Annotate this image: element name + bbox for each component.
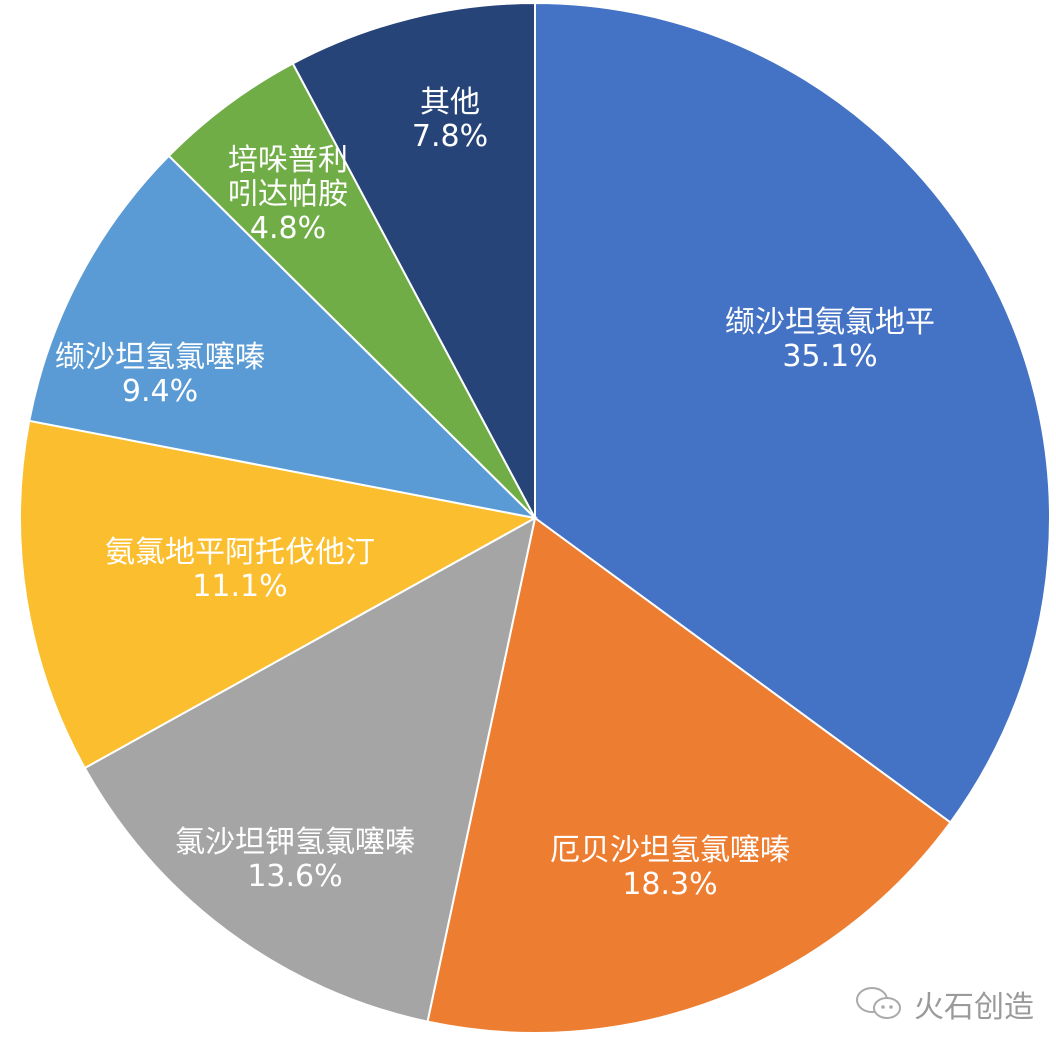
slice-label: 厄贝沙坦氢氯噻嗪 18.3% — [550, 834, 790, 902]
slice-value: 18.3% — [622, 867, 718, 902]
pie-slice — [291, 1, 536, 519]
slice-value: 11.1% — [192, 569, 288, 604]
wechat-icon — [856, 987, 901, 1019]
slice-value: 13.6% — [247, 859, 343, 894]
slice-name: 缬沙坦氨氯地平 — [725, 305, 935, 340]
slice-label: 氨氯地平阿托伐他汀 11.1% — [105, 536, 375, 604]
slice-value: 35.1% — [782, 339, 878, 374]
slice-name: 缬沙坦氢氯噻嗪 — [55, 340, 265, 375]
slice-name: 氯沙坦钾氢氯噻嗪 — [175, 825, 415, 860]
pie-slice — [426, 516, 952, 1034]
slice-name: 厄贝沙坦氢氯噻嗪 — [550, 833, 790, 868]
pie-slice — [83, 516, 537, 1023]
slice-label: 其他 7.8% — [412, 86, 488, 154]
watermark: 火石创造 — [854, 982, 1034, 1026]
slice-label: 缬沙坦氢氯噻嗪 9.4% — [55, 341, 265, 409]
pie-slice — [19, 419, 538, 770]
slice-value: 4.8% — [249, 211, 327, 246]
slice-value: 7.8% — [411, 119, 489, 154]
slice-name: 其他 — [420, 85, 480, 120]
slice-label: 氯沙坦钾氢氯噻嗪 13.6% — [175, 826, 415, 894]
pie-slice — [167, 62, 536, 519]
watermark-text: 火石创造 — [914, 990, 1034, 1025]
slice-name: 培哚普利 吲达帕胺 — [228, 143, 348, 212]
slice-label: 缬沙坦氨氯地平 35.1% — [725, 306, 935, 374]
slice-label: 培哚普利 吲达帕胺 4.8% — [228, 144, 348, 246]
slice-value: 9.4% — [121, 374, 199, 409]
slice-name: 氨氯地平阿托伐他汀 — [105, 535, 375, 570]
pie-slice — [28, 154, 539, 520]
pie-slice — [534, 1, 1051, 824]
